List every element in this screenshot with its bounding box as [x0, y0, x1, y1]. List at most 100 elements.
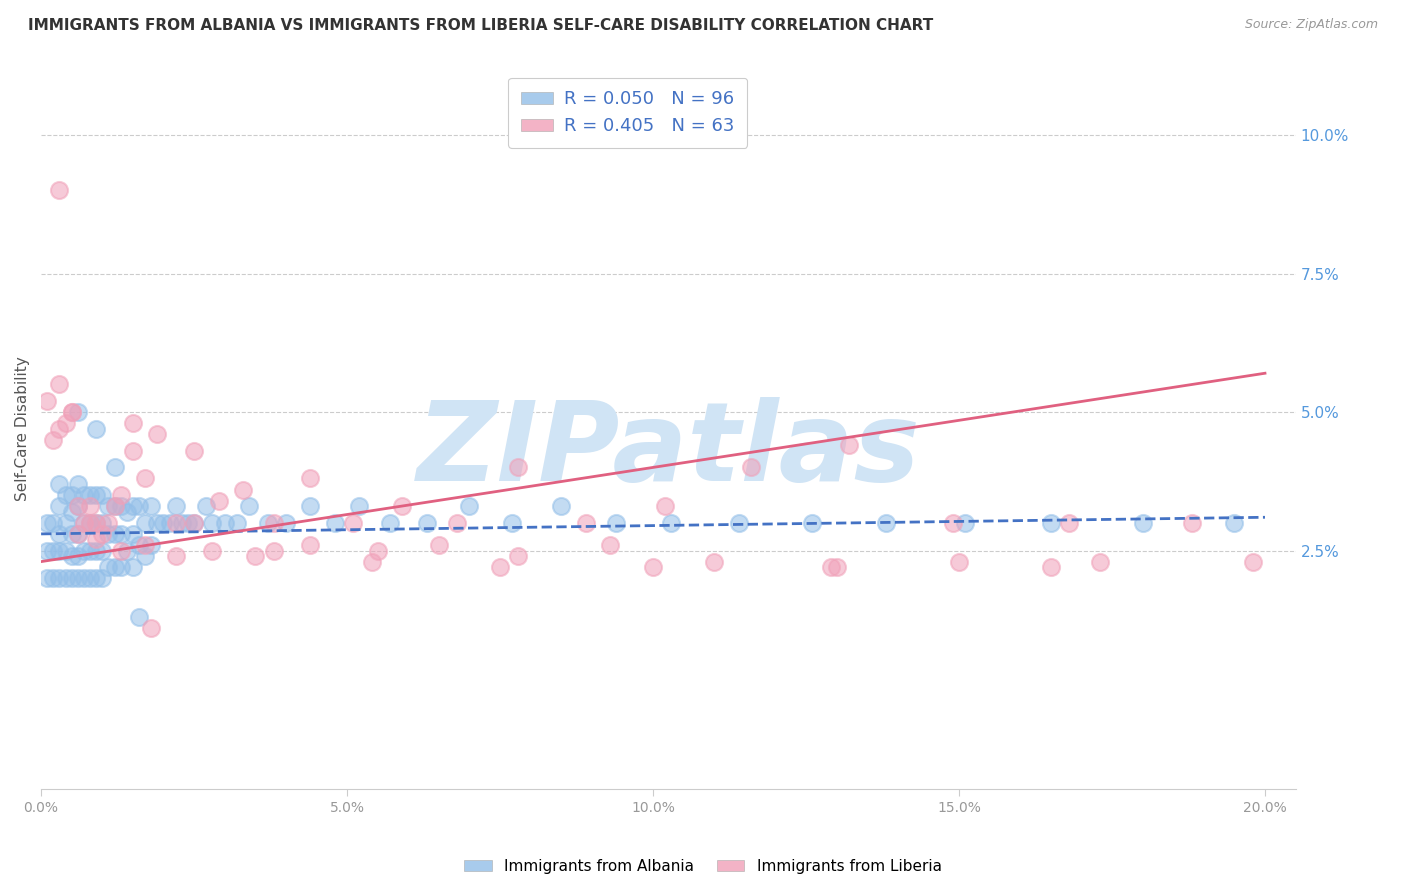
Point [55, 488, 77, 502]
Point [73, 516, 96, 530]
Point [550, 499, 572, 513]
Point [110, 488, 132, 502]
Point [195, 499, 218, 513]
Point [146, 427, 169, 442]
Point [1180, 516, 1202, 530]
Point [1223, 516, 1246, 530]
Legend: R = 0.050   N = 96, R = 0.405   N = 63: R = 0.050 N = 96, R = 0.405 N = 63 [508, 78, 747, 148]
Point [91, 527, 114, 541]
Point [48, 543, 70, 558]
Point [97, 499, 120, 513]
Point [73, 516, 96, 530]
Point [360, 555, 382, 569]
Point [152, 516, 174, 530]
Point [1132, 516, 1154, 530]
Point [79, 543, 101, 558]
Y-axis label: Self-Care Disability: Self-Care Disability [15, 356, 30, 501]
Point [66, 405, 89, 419]
Point [73, 543, 96, 558]
Point [274, 516, 297, 530]
Point [727, 516, 749, 530]
Point [942, 516, 965, 530]
Point [489, 560, 512, 574]
Legend: Immigrants from Albania, Immigrants from Liberia: Immigrants from Albania, Immigrants from… [458, 853, 948, 880]
Point [226, 516, 249, 530]
Point [103, 527, 125, 541]
Point [838, 438, 860, 452]
Point [42, 516, 65, 530]
Point [201, 543, 224, 558]
Point [103, 460, 125, 475]
Point [427, 538, 450, 552]
Point [165, 516, 187, 530]
Point [599, 538, 621, 552]
Point [48, 499, 70, 513]
Point [875, 516, 897, 530]
Point [953, 516, 976, 530]
Point [165, 499, 187, 513]
Point [79, 571, 101, 585]
Point [458, 499, 481, 513]
Point [48, 183, 70, 197]
Point [60, 405, 83, 419]
Point [60, 488, 83, 502]
Point [48, 377, 70, 392]
Text: IMMIGRANTS FROM ALBANIA VS IMMIGRANTS FROM LIBERIA SELF-CARE DISABILITY CORRELAT: IMMIGRANTS FROM ALBANIA VS IMMIGRANTS FR… [28, 18, 934, 33]
Point [55, 571, 77, 585]
Point [66, 477, 89, 491]
Point [299, 471, 322, 485]
Point [79, 516, 101, 530]
Point [575, 516, 598, 530]
Point [159, 516, 181, 530]
Point [37, 571, 59, 585]
Point [55, 543, 77, 558]
Point [79, 488, 101, 502]
Text: ZIPatlas: ZIPatlas [416, 397, 920, 504]
Point [654, 499, 676, 513]
Point [1057, 516, 1080, 530]
Point [508, 549, 530, 563]
Point [103, 560, 125, 574]
Point [84, 571, 107, 585]
Point [299, 538, 322, 552]
Point [122, 416, 145, 430]
Point [84, 488, 107, 502]
Point [1039, 516, 1062, 530]
Point [42, 571, 65, 585]
Point [391, 499, 413, 513]
Point [79, 499, 101, 513]
Point [42, 433, 65, 447]
Point [97, 516, 120, 530]
Point [232, 483, 254, 497]
Point [42, 543, 65, 558]
Point [97, 560, 120, 574]
Point [141, 499, 163, 513]
Point [60, 571, 83, 585]
Point [60, 549, 83, 563]
Point [134, 549, 156, 563]
Point [349, 499, 371, 513]
Point [84, 533, 107, 547]
Point [73, 571, 96, 585]
Point [73, 488, 96, 502]
Point [367, 543, 389, 558]
Point [299, 499, 322, 513]
Point [134, 516, 156, 530]
Point [91, 543, 114, 558]
Point [48, 571, 70, 585]
Point [342, 516, 364, 530]
Point [110, 543, 132, 558]
Point [263, 516, 285, 530]
Point [55, 516, 77, 530]
Point [60, 405, 83, 419]
Point [141, 538, 163, 552]
Point [661, 516, 683, 530]
Point [91, 516, 114, 530]
Point [263, 543, 285, 558]
Point [103, 499, 125, 513]
Point [177, 516, 200, 530]
Point [820, 560, 842, 574]
Point [948, 555, 970, 569]
Point [170, 516, 193, 530]
Point [501, 516, 523, 530]
